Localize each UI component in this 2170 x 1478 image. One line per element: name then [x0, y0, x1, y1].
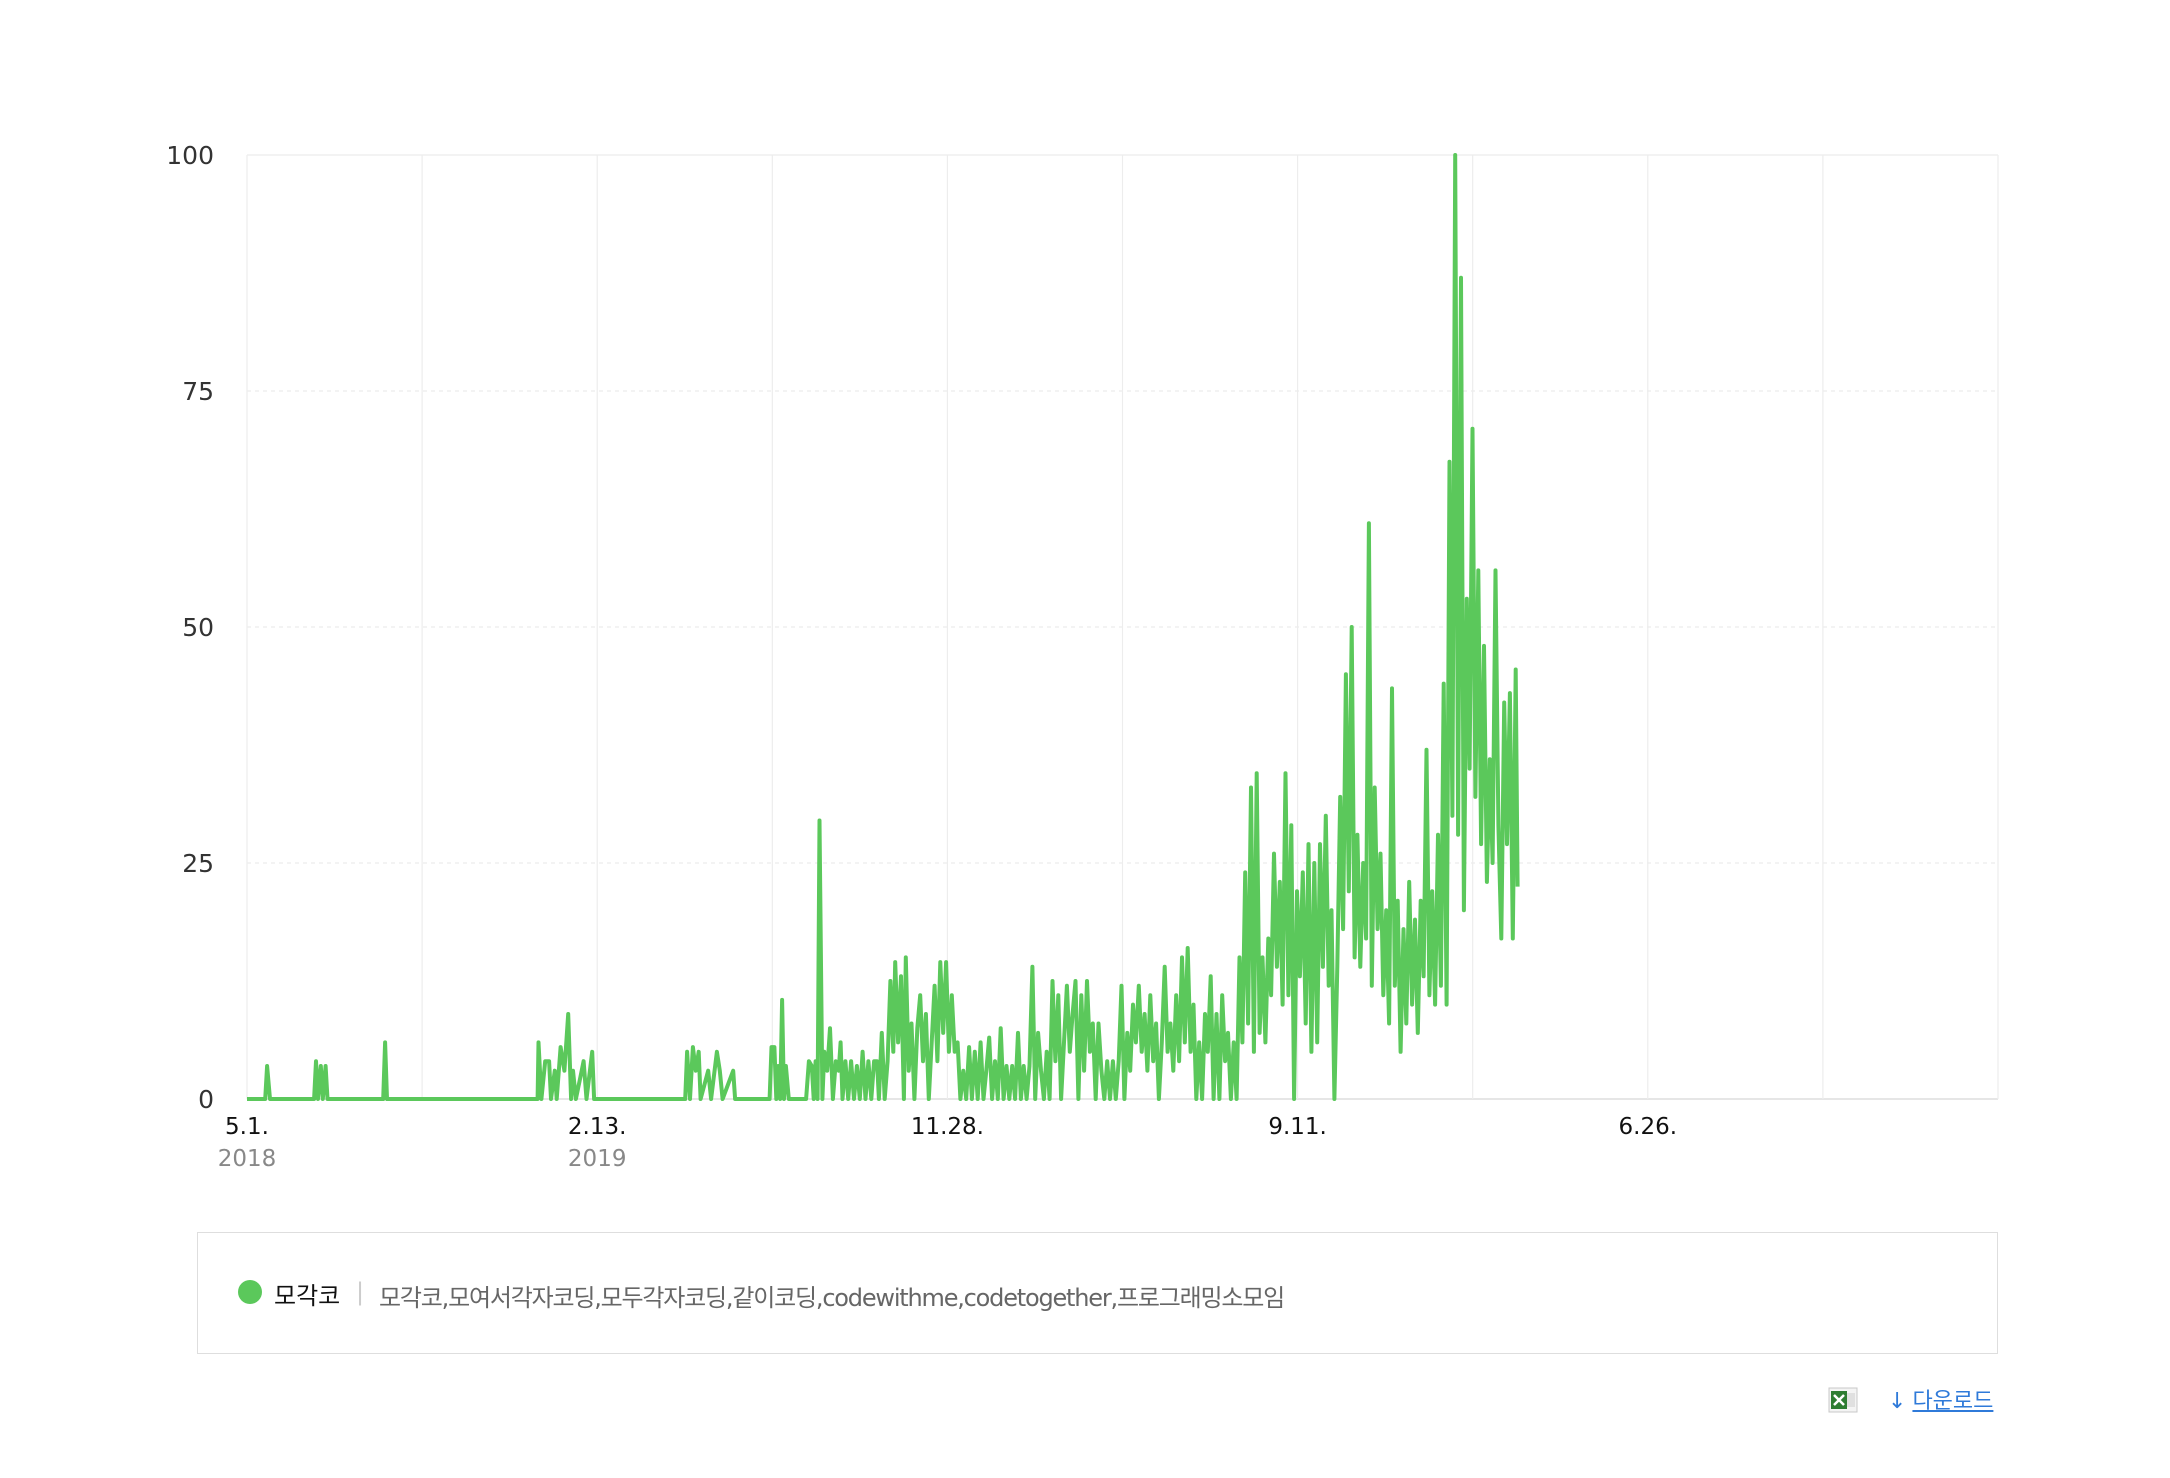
excel-icon[interactable] [1828, 1387, 1858, 1413]
x-tick-label: 2.13. [568, 1114, 627, 1140]
y-tick-label: 75 [182, 377, 214, 406]
x-tick-label: 11.28. [911, 1114, 984, 1140]
download-arrow-icon: ↓ [1888, 1389, 1907, 1414]
y-tick-label: 25 [182, 849, 214, 878]
legend-keywords: 모각코,모여서각자코딩,모두각자코딩,같이코딩,codewithme,codet… [379, 1284, 1285, 1312]
legend-color-dot [238, 1280, 262, 1304]
legend-separator: | [356, 1278, 365, 1306]
x-tick-year: 2018 [218, 1146, 277, 1172]
legend-series-name[interactable]: 모각코 [274, 1282, 341, 1310]
legend-panel: 모각코 | 모각코,모여서각자코딩,모두각자코딩,같이코딩,codewithme… [197, 1232, 1998, 1354]
y-tick-label: 100 [166, 141, 214, 170]
x-tick-label: 9.11. [1268, 1114, 1327, 1140]
y-tick-label: 0 [198, 1085, 214, 1114]
download-label: 다운로드 [1912, 1389, 1994, 1414]
y-tick-label: 50 [182, 613, 214, 642]
x-axis-ticks: 5.1. 2018 2.13. 2019 11.28. 9.11. 6.26. [218, 1114, 1677, 1172]
download-link[interactable]: ↓ 다운로드 [1888, 1383, 1993, 1415]
y-axis-ticks: 0 25 50 75 100 [166, 141, 214, 1114]
trend-chart: 0 25 50 75 100 5.1. 2018 2.13. 2019 11.28. 9.11. 6… [166, 141, 1999, 1172]
x-tick-label: 5.1. [225, 1114, 269, 1140]
series-line[interactable] [247, 153, 1520, 1101]
grid-lines [246, 154, 1999, 1100]
x-tick-year: 2019 [568, 1146, 627, 1172]
x-tick-label: 6.26. [1619, 1114, 1678, 1140]
